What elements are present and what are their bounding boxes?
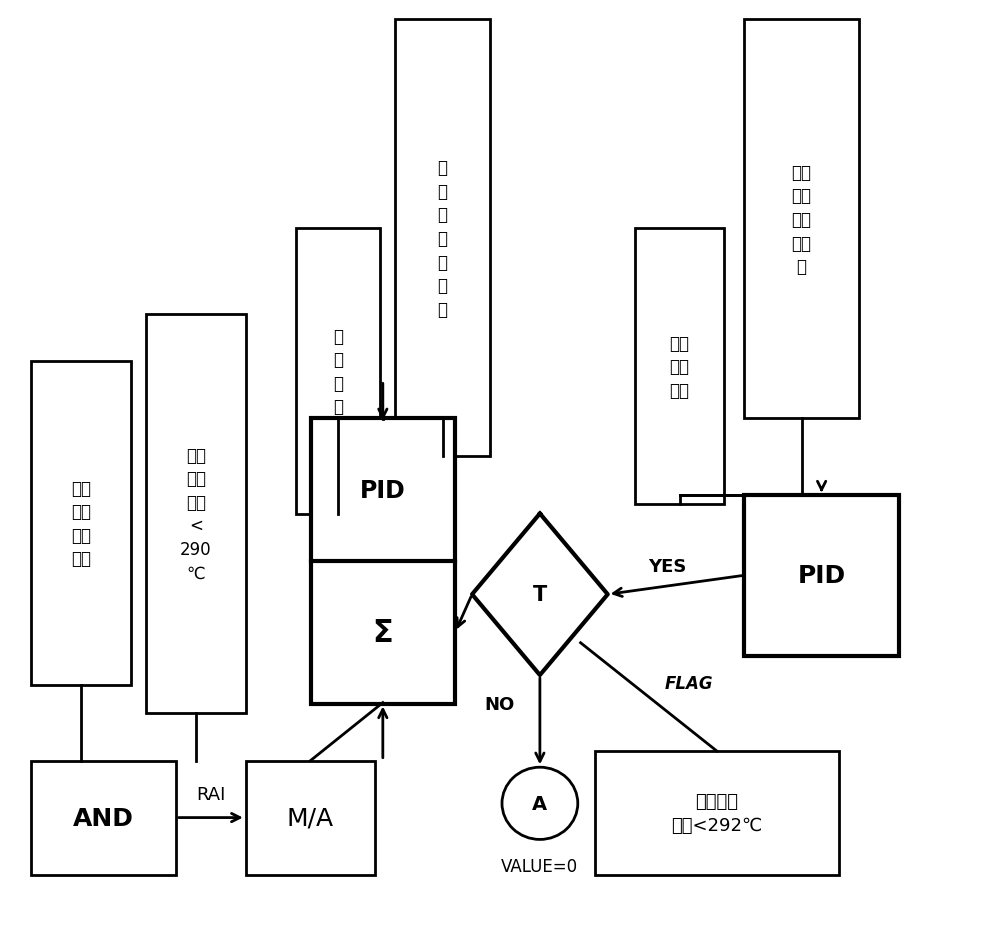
Text: RAI: RAI [196, 785, 225, 803]
Text: FLAG: FLAG [664, 674, 713, 692]
Bar [744, 495, 899, 656]
Polygon shape [472, 514, 608, 675]
Circle shape [502, 767, 578, 840]
Text: YES: YES [648, 557, 687, 575]
Text: PID: PID [360, 478, 406, 503]
Text: 脱硝
进口
烟温
设定
值: 脱硝 进口 烟温 设定 值 [792, 164, 812, 276]
Bar [635, 229, 724, 505]
Bar [246, 761, 375, 875]
Bar [744, 20, 859, 419]
Text: 脱硝进口
烟温<292℃: 脱硝进口 烟温<292℃ [671, 792, 763, 834]
Text: M/A: M/A [287, 805, 334, 830]
Bar [395, 20, 490, 457]
Bar [296, 229, 380, 514]
Bar [311, 419, 455, 704]
Text: AND: AND [73, 805, 134, 830]
Text: 再
热
汽
温: 再 热 汽 温 [333, 327, 343, 416]
Text: 脱硝
进口
烟温: 脱硝 进口 烟温 [670, 334, 690, 400]
Bar [31, 362, 131, 684]
Bar [31, 761, 176, 875]
Text: 再
热
汽
温
设
定
值: 再 热 汽 温 设 定 值 [438, 159, 448, 318]
Bar [595, 751, 839, 875]
Text: T: T [533, 585, 547, 605]
Text: NO: NO [485, 695, 515, 713]
Text: A: A [532, 794, 547, 813]
Text: 脱硝
进口
烟温
<
290
℃: 脱硝 进口 烟温 < 290 ℃ [180, 446, 212, 582]
Text: PID: PID [798, 564, 846, 587]
Bar [146, 314, 246, 713]
Text: Σ: Σ [372, 618, 393, 647]
Text: VALUE=0: VALUE=0 [501, 857, 578, 875]
Text: 烟气
挡板
自动
状态: 烟气 挡板 自动 状态 [71, 479, 91, 567]
